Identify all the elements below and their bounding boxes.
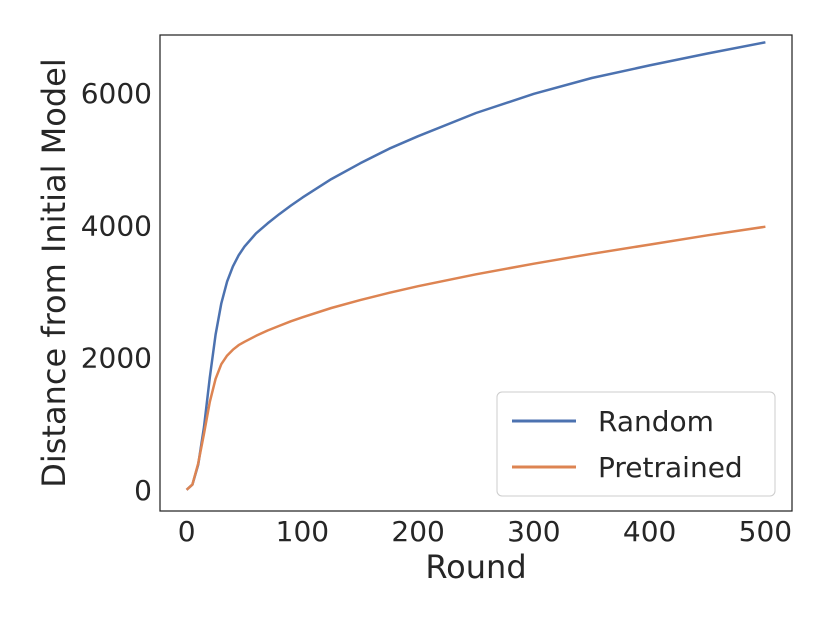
x-tick-label: 200 <box>391 515 444 548</box>
y-tick-labels: 0 2000 4000 6000 <box>81 77 152 507</box>
legend-frame <box>496 391 776 497</box>
x-tick-labels: 0 100 200 300 400 500 <box>178 515 792 548</box>
series-line-pretrained <box>185 225 766 491</box>
y-tick-label: 2000 <box>81 342 152 375</box>
y-axis-label: Distance from Initial Model <box>35 58 73 488</box>
y-tick-label: 4000 <box>81 209 152 242</box>
x-tick-label: 100 <box>276 515 329 548</box>
x-tick-label: 500 <box>739 515 792 548</box>
y-tick-label: 6000 <box>81 77 152 110</box>
series-layer <box>185 41 766 491</box>
x-axis-label: Round <box>425 548 526 586</box>
legend-label-random: Random <box>598 405 714 438</box>
x-tick-label: 300 <box>507 515 560 548</box>
x-tick-label: 0 <box>178 515 196 548</box>
legend: Random Pretrained <box>496 391 776 497</box>
y-tick-label: 0 <box>134 474 152 507</box>
x-tick-label: 400 <box>623 515 676 548</box>
series-line-random <box>185 41 766 491</box>
legend-label-pretrained: Pretrained <box>598 451 743 484</box>
